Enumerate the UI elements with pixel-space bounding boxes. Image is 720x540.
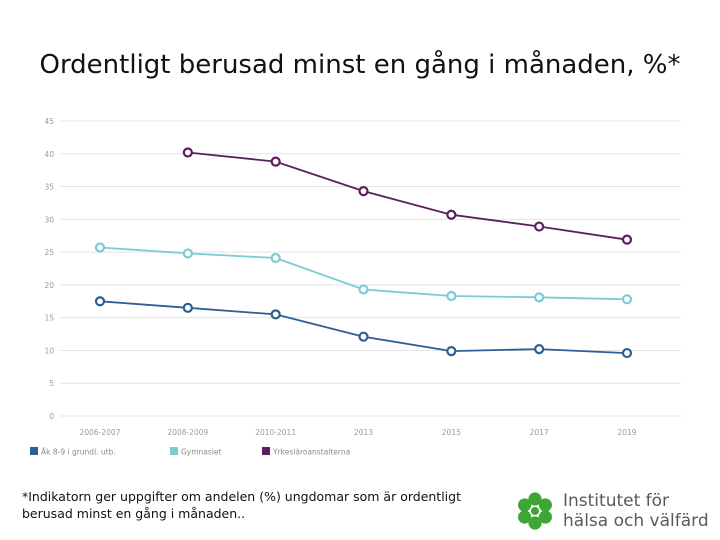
flower-logo-icon: [518, 492, 552, 530]
x-tick-label: 2013: [354, 428, 373, 437]
data-point: [94, 242, 106, 253]
data-point: [534, 221, 545, 232]
series-line-0: [99, 300, 628, 354]
logo-petal: [538, 510, 552, 524]
chart-svg: 0 5 10 15 20 25 30 35 40 45 2006-2007 2008-2009 2010…: [30, 117, 681, 457]
x-tick-label: 2017: [530, 428, 549, 437]
data-point: [358, 186, 369, 197]
y-tick-label: 35: [44, 183, 54, 192]
data-point: [358, 284, 369, 295]
legend-label: Yrkesläroanstalterna: [272, 448, 350, 457]
data-point: [358, 331, 369, 342]
data-point: [94, 296, 106, 307]
legend-label: Gymnasiet: [181, 448, 222, 457]
data-point: [446, 290, 457, 302]
logo-petal: [518, 498, 532, 512]
data-point: [182, 248, 193, 259]
logo-petal: [528, 492, 542, 506]
y-tick-label: 10: [44, 346, 54, 355]
logo-centre: [531, 507, 539, 515]
x-tick-label: 2015: [442, 428, 461, 437]
legend-swatch: [262, 447, 270, 455]
logo-petal: [538, 498, 552, 512]
line-chart: 0 5 10 15 20 25 30 35 40 45 2006-2007 2008-2009 2010…: [30, 110, 690, 470]
data-point: [270, 309, 281, 320]
data-point: [446, 346, 457, 357]
y-tick-label: 0: [49, 412, 54, 421]
y-tick-label: 15: [44, 314, 54, 323]
y-tick-label: 40: [44, 150, 54, 159]
y-tick-label: 20: [44, 281, 54, 290]
data-point: [621, 347, 633, 359]
data-point: [446, 209, 457, 220]
y-tick-label: 25: [44, 248, 54, 257]
y-tick-label: 5: [49, 379, 54, 388]
x-tick-label: 2006-2007: [80, 428, 121, 437]
data-point: [621, 234, 633, 245]
data-point: [621, 294, 633, 305]
data-point: [534, 292, 545, 303]
x-tick-label: 2010-2011: [255, 428, 296, 437]
x-tick-label: 2008-2009: [167, 428, 208, 437]
footnote: *Indikatorn ger uppgifter om andelen (%)…: [22, 489, 461, 521]
logo-petal: [528, 516, 542, 530]
legend-label: Åk 8-9 i grundl. utb.: [41, 448, 116, 457]
slide-title: Ordentligt berusad minst en gång i månad…: [39, 50, 681, 80]
logo-line-2: hälsa och välfärd: [563, 511, 709, 531]
logo-line-1: Institutet för: [563, 491, 670, 511]
institute-logo: Institutet för hälsa och välfärd: [515, 490, 715, 535]
legend-swatch: [170, 447, 178, 455]
x-tick-label: 2019: [617, 428, 636, 437]
y-tick-label: 45: [44, 117, 54, 126]
data-point: [182, 147, 193, 158]
data-point: [270, 156, 281, 167]
logo-petal: [518, 510, 532, 524]
series-line-2: [187, 151, 628, 241]
data-point: [270, 252, 281, 264]
y-tick-label: 30: [44, 215, 54, 224]
data-point: [182, 302, 193, 313]
legend-swatch: [30, 447, 38, 455]
data-point: [534, 344, 545, 355]
